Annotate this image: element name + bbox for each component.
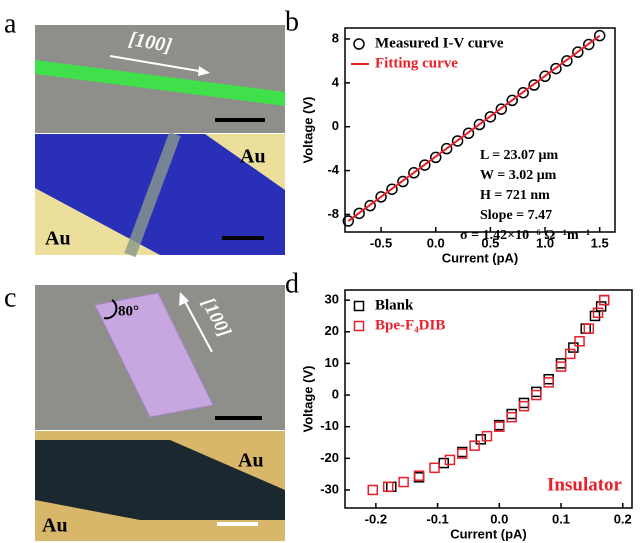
data-point [566,349,575,358]
data-point [430,463,439,472]
data-point [519,402,528,411]
data-point [470,441,479,450]
y-tick-label: -10 [320,418,339,433]
y-axis-title: Voltage (V) [300,97,315,164]
x-tick-label: 0.2 [614,511,632,526]
x-axis-title: Current (pA) [450,526,527,541]
panel-label: a [4,8,17,39]
data-point [507,410,516,419]
data-point [594,308,603,317]
y-tick-label: 4 [332,74,340,89]
panel-label: c [4,282,16,313]
data-point [581,324,590,333]
x-tick-label: -0.5 [370,235,392,250]
annotation: Slope = 7.47 [480,208,552,223]
legend-label: Measured I-V curve [375,35,504,51]
data-point [569,343,578,352]
electrode-label: Au [240,146,266,168]
x-tick-label: -0.1 [426,511,448,526]
y-tick-label: 0 [332,118,339,133]
data-point [519,398,528,407]
legend-swatch [355,322,364,331]
data-point [544,378,553,387]
annotation: σ = 1.42×10⁻⁶ Ω⁻¹m⁻¹ [460,228,590,243]
data-point [384,482,393,491]
electrode-label: Au [238,450,264,472]
data-point [575,337,584,346]
data-point [600,296,609,305]
y-tick-label: 8 [332,30,339,45]
legend-swatch [354,39,364,49]
electrode-label: Au [45,228,71,250]
data-point [557,359,566,368]
y-tick-label: -20 [320,450,339,465]
y-tick-label: -30 [320,481,339,496]
data-point [532,391,541,400]
y-tick-label: -8 [327,206,339,221]
angle-label: 80° [118,303,139,319]
x-tick-label: 0.0 [427,235,445,250]
y-tick-label: 30 [325,292,339,307]
legend-label: Fitting curve [375,55,458,71]
data-point [445,455,454,464]
electrode-label: Au [42,515,68,537]
legend-swatch [355,302,364,311]
data-point [482,432,491,441]
y-tick-label: -4 [327,162,339,177]
x-tick-label: -0.2 [365,511,387,526]
y-tick-label: 10 [325,355,339,370]
data-point [597,302,606,311]
panel-label: d [285,268,299,299]
data-point [399,478,408,487]
x-tick-label: 0.1 [552,511,570,526]
data-point [544,375,553,384]
legend-label: Blank [375,297,414,313]
panel-label: b [285,6,299,37]
data-point [590,311,599,320]
annotation: L = 23.07 μm [480,148,558,163]
annotation: Insulator [547,474,623,495]
annotation: H = 721 nm [480,188,550,203]
y-tick-label: 0 [332,386,339,401]
data-point [584,324,593,333]
y-axis-title: Voltage (V) [300,366,315,433]
y-tick-label: 20 [325,323,339,338]
data-point [476,435,485,444]
data-point [387,482,396,491]
x-axis-title: Current (pA) [442,250,519,265]
data-point [507,413,516,422]
data-point [557,362,566,371]
annotation: W = 3.02 μm [480,168,557,183]
data-point [368,485,377,494]
data-point [439,459,448,468]
x-tick-label: 1.5 [591,235,609,250]
data-point [532,387,541,396]
data-point [600,296,609,305]
x-tick-label: 0.0 [490,511,508,526]
figure: [100] Au Au a 80° [100] Au Au c b-8-4048… [0,0,644,543]
legend-label: Bpe-F₄DIB [375,317,445,333]
